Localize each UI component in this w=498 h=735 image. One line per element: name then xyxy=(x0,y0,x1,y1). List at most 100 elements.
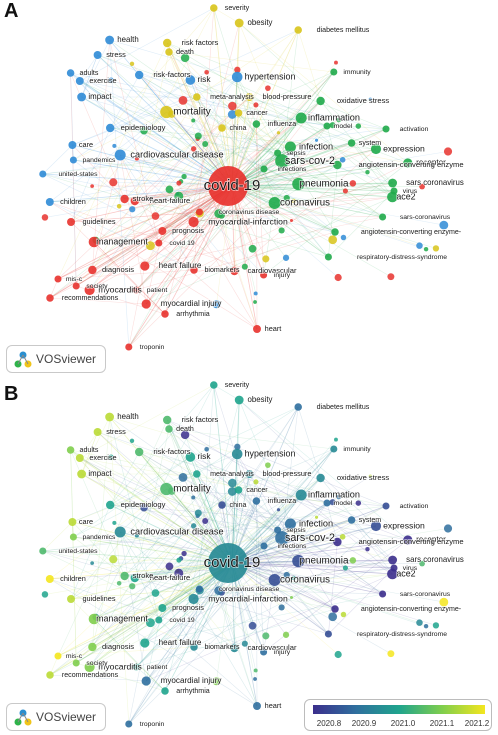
keyword-node[interactable] xyxy=(230,266,239,276)
keyword-node[interactable] xyxy=(84,284,95,296)
keyword-node[interactable] xyxy=(218,124,226,132)
keyword-node[interactable] xyxy=(158,604,167,612)
keyword-node[interactable] xyxy=(230,643,239,653)
keyword-node[interactable] xyxy=(185,452,196,462)
keyword-node[interactable] xyxy=(67,218,75,226)
keyword-node[interactable] xyxy=(141,299,151,309)
keyword-node[interactable] xyxy=(193,93,201,101)
keyword-node[interactable] xyxy=(370,143,382,155)
keyword-node[interactable] xyxy=(330,445,338,453)
keyword-node[interactable] xyxy=(253,702,261,710)
keyword-node[interactable] xyxy=(163,415,172,425)
keyword-node[interactable] xyxy=(140,261,150,271)
keyword-node[interactable] xyxy=(323,122,331,130)
keyword-node[interactable] xyxy=(69,156,77,164)
keyword-node[interactable] xyxy=(292,177,305,191)
keyword-node[interactable] xyxy=(292,554,305,568)
keyword-node[interactable] xyxy=(185,75,196,85)
keyword-node[interactable] xyxy=(72,282,80,290)
keyword-node[interactable] xyxy=(161,310,169,318)
keyword-node[interactable] xyxy=(72,659,80,667)
keyword-node[interactable] xyxy=(132,663,140,671)
keyword-node[interactable] xyxy=(93,428,102,436)
keyword-node[interactable] xyxy=(114,149,126,161)
keyword-node[interactable] xyxy=(69,533,77,541)
keyword-node[interactable] xyxy=(388,178,398,188)
keyword-node[interactable] xyxy=(234,18,244,28)
keyword-node[interactable] xyxy=(84,661,95,673)
keyword-node[interactable] xyxy=(403,158,413,168)
keyword-node[interactable] xyxy=(45,198,54,206)
keyword-node[interactable] xyxy=(210,381,218,389)
keyword-node[interactable] xyxy=(274,526,282,534)
keyword-node[interactable] xyxy=(188,216,199,228)
keyword-node[interactable] xyxy=(160,482,173,496)
keyword-node[interactable] xyxy=(45,575,54,583)
keyword-node[interactable] xyxy=(333,160,342,170)
keyword-node[interactable] xyxy=(130,573,139,583)
keyword-node[interactable] xyxy=(379,213,387,221)
keyword-node[interactable] xyxy=(253,325,261,333)
keyword-node[interactable] xyxy=(66,69,75,77)
keyword-node[interactable] xyxy=(268,574,281,586)
keyword-node[interactable] xyxy=(190,643,198,651)
keyword-node[interactable] xyxy=(382,502,390,510)
keyword-node[interactable] xyxy=(155,616,163,624)
keyword-node[interactable] xyxy=(120,571,129,581)
keyword-node[interactable] xyxy=(294,403,302,411)
keyword-node[interactable] xyxy=(75,77,84,85)
keyword-node[interactable] xyxy=(210,4,218,12)
keyword-node[interactable] xyxy=(125,720,133,728)
keyword-node[interactable] xyxy=(390,564,398,572)
keyword-node[interactable] xyxy=(295,489,307,501)
keyword-node[interactable] xyxy=(231,448,243,460)
keyword-node[interactable] xyxy=(331,228,339,236)
keyword-node[interactable] xyxy=(324,630,332,638)
keyword-node[interactable] xyxy=(105,35,115,45)
keyword-node[interactable] xyxy=(105,412,115,422)
keyword-node[interactable] xyxy=(120,194,129,204)
keyword-node[interactable] xyxy=(347,516,356,524)
keyword-node[interactable] xyxy=(54,652,62,660)
keyword-node[interactable] xyxy=(260,542,268,550)
keyword-node[interactable] xyxy=(39,170,47,178)
keyword-node[interactable] xyxy=(141,676,151,686)
keyword-node[interactable] xyxy=(132,286,140,294)
keyword-node[interactable] xyxy=(275,154,289,168)
keyword-node[interactable] xyxy=(46,294,54,302)
keyword-node[interactable] xyxy=(130,196,139,206)
keyword-node[interactable] xyxy=(316,96,325,106)
keyword-node[interactable] xyxy=(260,648,268,656)
keyword-node[interactable] xyxy=(331,605,339,613)
keyword-node[interactable] xyxy=(158,227,167,235)
keyword-node[interactable] xyxy=(140,638,150,648)
keyword-node[interactable] xyxy=(195,585,203,593)
keyword-node[interactable] xyxy=(403,535,413,545)
keyword-node[interactable] xyxy=(245,470,254,478)
keyword-node[interactable] xyxy=(88,642,97,652)
keyword-node[interactable] xyxy=(160,105,173,119)
keyword-node[interactable] xyxy=(218,501,226,509)
keyword-node[interactable] xyxy=(188,593,199,605)
keyword-node[interactable] xyxy=(252,120,261,128)
keyword-node[interactable] xyxy=(323,499,331,507)
keyword-node[interactable] xyxy=(75,454,84,462)
keyword-node[interactable] xyxy=(88,613,100,625)
keyword-node[interactable] xyxy=(330,68,338,76)
keyword-node[interactable] xyxy=(231,71,243,83)
keyword-node[interactable] xyxy=(382,125,390,133)
keyword-node[interactable] xyxy=(39,547,47,555)
keyword-node[interactable] xyxy=(234,486,243,494)
keyword-node[interactable] xyxy=(190,266,198,274)
keyword-node[interactable] xyxy=(125,343,133,351)
keyword-node[interactable] xyxy=(155,239,163,247)
keyword-node[interactable] xyxy=(260,271,268,279)
keyword-node[interactable] xyxy=(275,531,289,545)
keyword-node[interactable] xyxy=(135,447,144,457)
keyword-node[interactable] xyxy=(388,555,398,565)
keyword-node[interactable] xyxy=(68,141,77,149)
keyword-node[interactable] xyxy=(68,518,77,526)
keyword-node[interactable] xyxy=(195,208,203,216)
keyword-node[interactable] xyxy=(66,446,75,454)
keyword-node[interactable] xyxy=(67,595,75,603)
